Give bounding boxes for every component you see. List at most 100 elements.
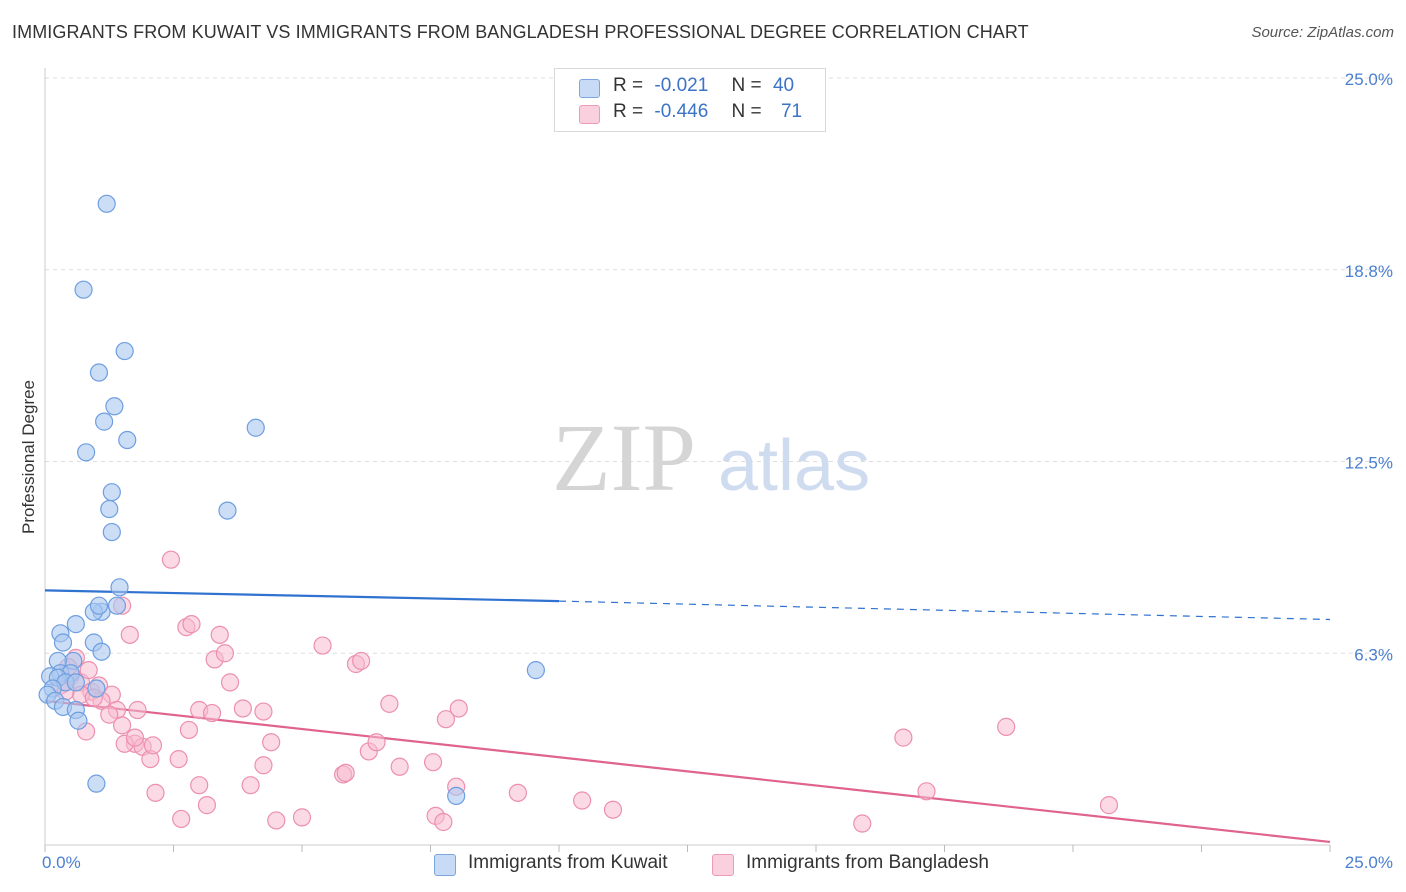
point-bangladesh-46 [436,710,456,729]
points-kuwait [38,194,545,806]
axes [44,68,1331,852]
point-bangladesh-45 [423,753,443,772]
point-bangladesh-65 [172,809,191,829]
point-bangladesh-32 [233,699,252,718]
point-bangladesh-15 [112,716,132,735]
point-bangladesh-52 [292,808,312,827]
point-kuwait-12 [102,522,121,542]
trend-kuwait-solid [44,589,560,603]
point-bangladesh-14 [120,625,139,644]
point-bangladesh-56 [508,783,527,802]
point-kuwait-40 [447,786,466,806]
point-kuwait-38 [87,774,106,793]
grid-lines [45,77,1392,654]
legend-n-label: N = [731,75,762,96]
point-kuwait-5 [95,412,114,431]
point-kuwait-1 [74,280,93,299]
legend-n-label: N = [731,101,762,122]
legend-n-value: 40 [772,75,795,96]
point-kuwait-3 [89,363,109,382]
point-kuwait-11 [218,501,237,520]
trend-line-kuwait [44,589,1331,621]
point-bangladesh-20 [143,736,163,755]
point-bangladesh-30 [215,644,234,663]
point-bangladesh-31 [220,673,240,692]
legend-swatch-bangladesh [579,105,600,124]
y-tick-label-3: 25.0% [1345,70,1393,89]
point-bangladesh-57 [573,791,592,810]
point-kuwait-0 [97,194,116,213]
series-swatch-kuwait [434,854,456,876]
point-bangladesh-62 [997,717,1016,736]
point-bangladesh-24 [182,615,201,634]
point-kuwait-17 [89,596,109,615]
point-kuwait-4 [105,397,124,416]
legend-n-value: 71 [780,101,803,122]
legend-swatch-kuwait [579,79,600,98]
legend-r-label: R = [613,75,644,96]
legend-text-kuwait: R = -0.021 N = 40 [613,75,794,97]
legend-r-value: -0.021 [654,75,709,96]
point-bangladesh-60 [894,728,913,747]
x-tick-label-0: 0.0% [42,853,81,872]
tick-labels: 6.3% 12.5% 18.8% 25.0% 0.0% 25.0% [42,70,1393,872]
point-bangladesh-33 [254,702,273,721]
point-kuwait-20 [53,633,73,652]
legend-r-label: R = [613,101,644,122]
point-bangladesh-40 [352,651,371,671]
point-kuwait-8 [246,418,265,437]
chart-title: IMMIGRANTS FROM KUWAIT VS IMMIGRANTS FRO… [12,22,1029,42]
point-kuwait-18 [66,615,85,634]
point-bangladesh-54 [434,812,453,832]
point-bangladesh-36 [313,636,332,655]
point-bangladesh-34 [262,733,281,752]
point-kuwait-2 [115,341,134,361]
point-bangladesh-22 [169,749,188,769]
point-kuwait-22 [92,642,111,661]
trend-line-bangladesh [44,699,1331,844]
series-swatch-bangladesh [712,854,734,876]
point-bangladesh-51 [267,811,286,830]
point-bangladesh-44 [390,757,409,776]
watermark-atlas: atlas [718,426,870,506]
point-bangladesh-17 [128,700,147,720]
point-bangladesh-7 [79,661,98,680]
point-kuwait-39 [526,661,545,680]
point-bangladesh-27 [202,703,222,723]
point-bangladesh-21 [161,550,181,569]
y-tick-label-1: 12.5% [1345,454,1393,473]
point-bangladesh-43 [380,694,399,713]
point-kuwait-9 [102,483,121,502]
point-bangladesh-42 [367,733,386,752]
point-kuwait-10 [100,499,119,519]
point-bangladesh-47 [449,699,468,718]
point-kuwait-37 [69,711,88,730]
y-axis-label: Professional Degree [19,380,38,534]
series-label-bangladesh: Immigrants from Bangladesh [746,852,989,873]
watermark: ZIP atlas [552,404,870,511]
point-kuwait-32 [87,679,106,698]
y-tick-label-0: 6.3% [1354,645,1393,664]
trend-kuwait-dashed [558,600,1331,621]
point-bangladesh-48 [190,776,209,795]
watermark-zip: ZIP [552,404,696,511]
point-kuwait-6 [118,430,137,450]
legend-r-value: -0.446 [654,101,709,122]
legend-text-bangladesh: R = -0.446 N = 71 [613,101,802,123]
point-bangladesh-58 [603,800,623,819]
trend-bangladesh-solid [44,699,1331,844]
x-tick-label-1: 25.0% [1345,853,1393,872]
point-bangladesh-69 [125,728,145,747]
point-bangladesh-68 [100,705,119,724]
point-bangladesh-29 [210,625,229,644]
point-bangladesh-25 [179,720,199,740]
correlation-legend: R = -0.021 N = 40 R = -0.446 N = 71 [554,68,826,132]
point-bangladesh-63 [1099,796,1119,815]
point-kuwait-31 [66,673,85,692]
point-bangladesh-50 [197,796,217,815]
point-bangladesh-64 [146,783,165,802]
source-label: Source: ZipAtlas.com [1251,24,1394,41]
point-kuwait-13 [110,578,129,597]
point-bangladesh-49 [241,776,260,795]
